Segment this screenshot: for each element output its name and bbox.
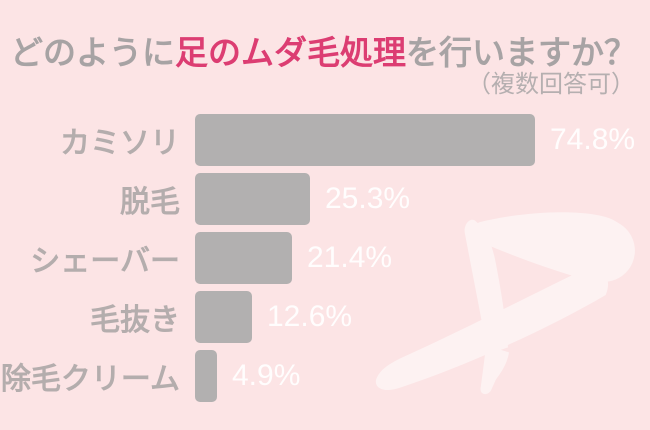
bar [195,231,292,284]
bar-row: 脱毛 25.3% [0,169,650,228]
category-label: 脱毛 [120,185,180,219]
value-label: 25.3% [325,181,411,215]
category-label: カミソリ [60,126,180,160]
value-label: 4.9% [232,358,301,392]
title-highlight: 足のムダ毛処理 [175,34,406,71]
bar [195,349,217,402]
value-label: 21.4% [307,240,393,274]
category-label: シェーバー [30,244,180,278]
chart-subtitle: （複数回答可） [467,71,635,98]
legs-illustration-icon [375,212,635,395]
category-label: 毛抜き [90,303,180,337]
bar-row: 毛抜き 12.6% [0,287,650,346]
bar [195,290,252,343]
bar-track: 12.6% [195,290,650,343]
title-suffix: を行いますか？ [406,34,637,71]
bar-row: カミソリ 74.8% [0,110,650,169]
bar-track: 74.8% [195,113,650,166]
value-label: 74.8% [550,122,636,156]
bar-track: 21.4% [195,231,650,284]
category-label: 除毛クリーム [0,362,180,396]
bar-chart: カミソリ 74.8% 脱毛 25.3% シェーバー 21.4% 毛抜き [0,110,650,405]
bar-row: 除毛クリーム 4.9% [0,346,650,405]
bar [195,113,535,166]
value-label: 12.6% [267,299,353,333]
bar-row: シェーバー 21.4% [0,228,650,287]
chart-title: どのように足のムダ毛処理を行いますか？ [10,26,637,74]
title-prefix: どのように [10,34,175,71]
bar-track: 4.9% [195,349,650,402]
bar-track: 25.3% [195,172,650,225]
bar [195,172,310,225]
